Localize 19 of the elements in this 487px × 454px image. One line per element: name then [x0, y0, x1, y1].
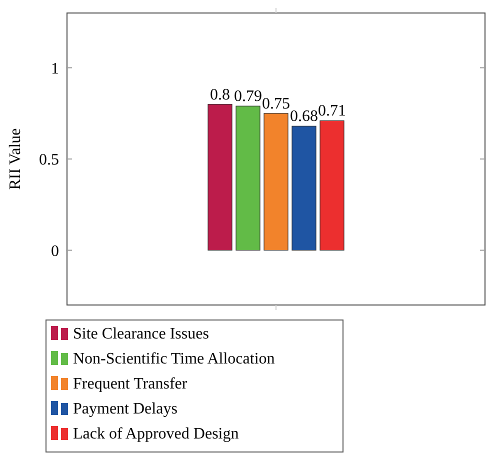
data-label: 0.71 [318, 102, 346, 120]
bar [292, 126, 316, 251]
legend-label: Lack of Approved Design [73, 426, 239, 443]
bar [320, 120, 344, 251]
data-label: 0.8 [210, 86, 230, 104]
bar [208, 104, 232, 251]
bar [264, 113, 288, 251]
data-label: 0.68 [290, 108, 318, 126]
y-tick-label: 1 [51, 60, 59, 78]
y-tick-label: 0 [51, 242, 59, 260]
legend-label: Site Clearance Issues [73, 326, 209, 343]
legend-label: Payment Delays [73, 400, 178, 418]
data-label: 0.79 [234, 88, 262, 106]
y-axis-title: RII Value [7, 128, 24, 190]
bar [236, 106, 260, 251]
data-label: 0.75 [262, 95, 290, 112]
y-tick-label: 0.5 [39, 152, 59, 169]
legend-label: Frequent Transfer [73, 376, 188, 393]
legend-label: Non-Scientific Time Allocation [73, 350, 275, 368]
